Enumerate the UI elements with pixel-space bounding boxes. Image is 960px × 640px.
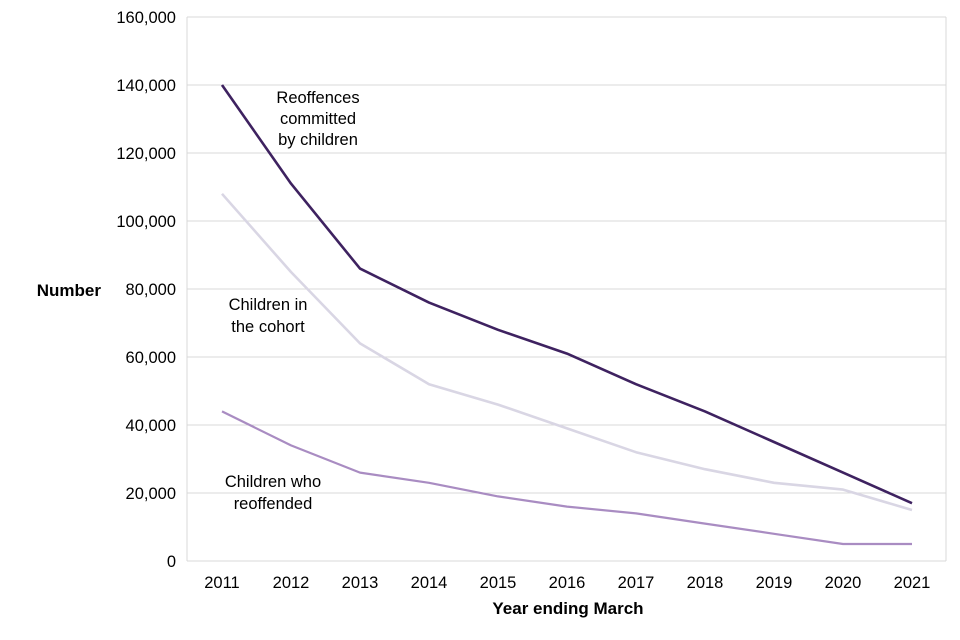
y-tick-label: 120,000 xyxy=(116,145,176,163)
y-tick-label: 60,000 xyxy=(126,349,176,367)
x-axis-tick-labels: 2011 2012 2013 2014 2015 2016 2017 2018 2019 2020… xyxy=(204,574,930,592)
y-tick-label: 140,000 xyxy=(116,77,176,95)
x-tick-label: 2012 xyxy=(273,574,310,592)
y-axis-title: Number xyxy=(37,281,102,300)
y-tick-label: 100,000 xyxy=(116,213,176,231)
series-label: Children in the cohort xyxy=(229,296,308,336)
x-tick-label: 2016 xyxy=(549,574,586,592)
y-tick-label: 40,000 xyxy=(126,417,176,435)
y-tick-label: 20,000 xyxy=(126,485,176,503)
x-tick-label: 2017 xyxy=(618,574,655,592)
series-line-children-who-reoffended xyxy=(221,410,912,546)
gridlines xyxy=(186,16,947,562)
x-tick-label: 2020 xyxy=(825,574,862,592)
x-tick-label: 2011 xyxy=(204,574,239,592)
x-tick-label: 2021 xyxy=(894,574,931,592)
x-tick-label: 2014 xyxy=(411,574,448,592)
series-labels: Reoffences committed by children Children i… xyxy=(225,89,360,513)
x-tick-label: 2019 xyxy=(756,574,793,592)
series-line-children-in-the-cohort xyxy=(221,192,913,512)
y-tick-label: 0 xyxy=(167,553,176,571)
x-tick-label: 2018 xyxy=(687,574,724,592)
series-line-reoffences-committed-by-children xyxy=(220,84,913,505)
x-tick-label: 2013 xyxy=(342,574,379,592)
y-tick-label: 80,000 xyxy=(126,281,176,299)
series-lines xyxy=(220,84,913,546)
y-axis-tick-labels: 0 20,000 40,000 60,000 80,000 100,000 120,000 1… xyxy=(116,9,176,571)
series-label: Children who reoffended xyxy=(225,473,321,513)
x-tick-label: 2015 xyxy=(480,574,517,592)
y-tick-label: 160,000 xyxy=(116,9,176,27)
series-label: Reoffences committed by children xyxy=(276,89,359,149)
x-axis-title: Year ending March xyxy=(492,599,643,618)
